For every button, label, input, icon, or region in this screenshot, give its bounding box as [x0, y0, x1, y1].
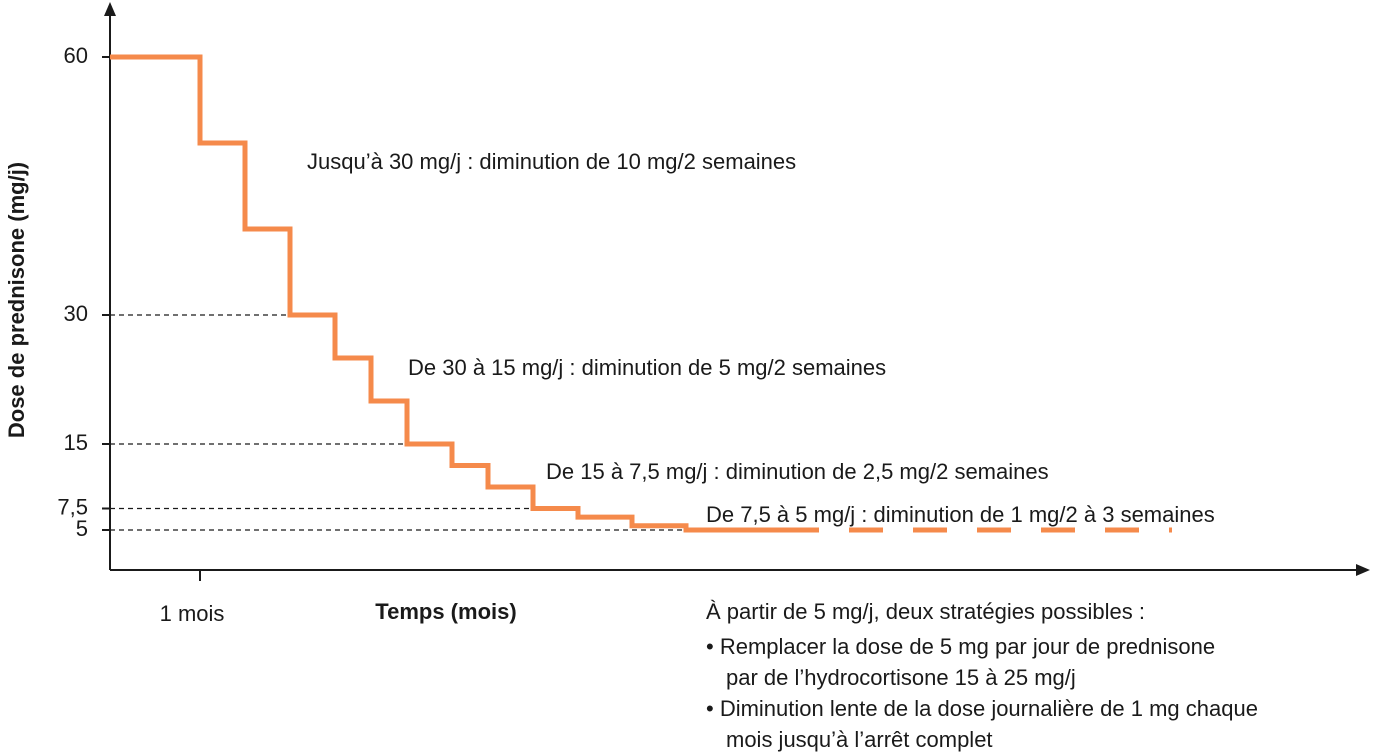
y-axis-arrow: [104, 2, 116, 16]
annotation: De 7,5 à 5 mg/j : diminution de 1 mg/2 à…: [706, 502, 1215, 527]
step-line: [110, 54, 785, 533]
y-axis-label: Dose de prednisone (mg/j): [4, 162, 29, 438]
x-axis-arrow: [1356, 564, 1370, 576]
note-item: mois jusqu’à l’arrêt complet: [726, 727, 993, 752]
annotation: De 30 à 15 mg/j : diminution de 5 mg/2 s…: [408, 355, 886, 380]
y-tick-label: 5: [76, 516, 88, 541]
y-tick-label: 15: [64, 430, 88, 455]
y-tick-label: 60: [64, 43, 88, 68]
note-item: par de l’hydrocortisone 15 à 25 mg/j: [726, 665, 1076, 690]
x-axis-label: Temps (mois): [375, 599, 516, 624]
annotation: Jusqu’à 30 mg/j : diminution de 10 mg/2 …: [307, 149, 796, 174]
y-tick-label: 7,5: [57, 494, 88, 519]
y-tick-label: 30: [64, 301, 88, 326]
note-item: • Remplacer la dose de 5 mg par jour de …: [706, 634, 1215, 659]
note-heading: À partir de 5 mg/j, deux stratégies poss…: [706, 599, 1145, 624]
note-item: • Diminution lente de la dose journalièr…: [706, 696, 1258, 721]
annotation: De 15 à 7,5 mg/j : diminution de 2,5 mg/…: [546, 459, 1049, 484]
x-tick-label: 1 mois: [160, 601, 225, 626]
